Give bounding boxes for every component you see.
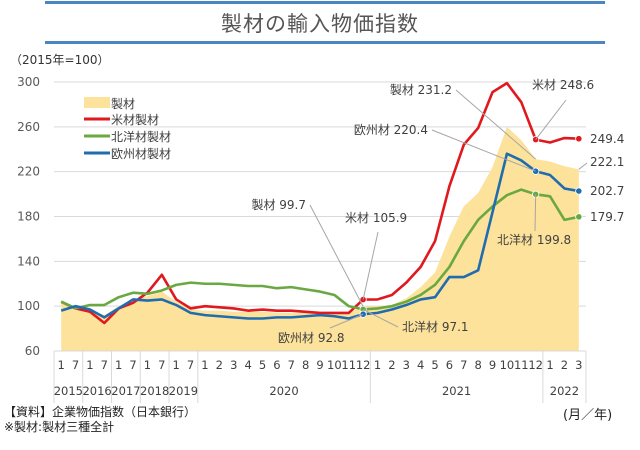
annotation-label: 製材 231.2 <box>390 83 452 97</box>
x-tick-month: 1 <box>546 358 553 372</box>
x-tick-month: 7 <box>72 358 79 372</box>
x-tick-year: 2020 <box>269 384 298 398</box>
x-tick-month: 3 <box>230 358 237 372</box>
data-point-marker <box>359 310 367 318</box>
x-tick-month: 1 <box>115 358 122 372</box>
x-tick-month: 3 <box>575 358 582 372</box>
x-tick-month: 10 <box>500 358 515 372</box>
x-tick-year: 2018 <box>140 384 169 398</box>
annotation-label: 202.7 <box>590 184 624 198</box>
chart-title: 製材の輸入物価指数 <box>221 12 419 36</box>
x-tick-month: 6 <box>273 358 280 372</box>
annotation-leader-line <box>431 129 536 172</box>
annotation-leader-line <box>535 99 567 140</box>
x-tick-month: 2 <box>216 358 223 372</box>
x-tick-month: 7 <box>158 358 165 372</box>
x-tick-month: 12 <box>356 358 371 372</box>
y-tick-label: 260 <box>17 120 40 134</box>
x-tick-month: 11 <box>514 358 529 372</box>
annotation-label: 北洋材 97.1 <box>402 319 469 334</box>
annotation-leader-line <box>309 204 364 307</box>
footnote: ※製材:製材三種全計 <box>4 420 115 434</box>
x-tick-month: 3 <box>403 358 410 372</box>
x-tick-month: 8 <box>302 358 309 372</box>
annotation-leader-line <box>455 89 537 160</box>
x-tick-month: 9 <box>489 358 496 372</box>
x-tick-month: 1 <box>201 358 208 372</box>
title-rule-bottom <box>45 41 605 44</box>
y-tick-label: 220 <box>17 165 40 179</box>
x-tick-year: 2021 <box>442 384 471 398</box>
x-tick-year: 2017 <box>111 384 140 398</box>
annotation-label: 249.4 <box>590 132 624 146</box>
legend-label: 北洋材製材 <box>111 129 171 144</box>
y-tick-label: 180 <box>17 210 40 224</box>
x-tick-month: 7 <box>187 358 194 372</box>
x-tick-month: 5 <box>259 358 266 372</box>
x-tick-year: 2015 <box>54 384 83 398</box>
line-series-1 <box>60 188 580 311</box>
annotation-leader-line <box>362 308 399 328</box>
annotation-label: 222.1 <box>590 155 624 169</box>
x-tick-month: 4 <box>417 358 424 372</box>
annotation-label: 欧州材 220.4 <box>354 123 428 137</box>
y-tick-label: 60 <box>25 344 40 358</box>
data-point-marker <box>575 213 583 221</box>
annotation-label: 欧州材 92.8 <box>278 331 345 345</box>
x-tick-month: 10 <box>327 358 342 372</box>
x-tick-month: 2 <box>388 358 395 372</box>
x-tick-month: 12 <box>528 358 543 372</box>
legend-swatch <box>84 97 110 108</box>
data-point-marker <box>575 187 583 195</box>
y-tick-label: 300 <box>17 75 40 89</box>
x-tick-month: 11 <box>341 358 356 372</box>
x-tick-month: 5 <box>431 358 438 372</box>
x-tick-month: 1 <box>86 358 93 372</box>
data-point-marker <box>575 135 583 143</box>
legend-label: 米材製材 <box>111 113 159 127</box>
x-tick-month: 7 <box>288 358 295 372</box>
legend-label: 製材 <box>111 97 135 111</box>
legend-label: 欧州材製材 <box>111 147 171 161</box>
source-note: 【資料】企業物価指数（日本銀行） <box>4 405 197 419</box>
annotation-label: 北洋材 199.8 <box>497 232 571 247</box>
annotation-label: 製材 99.7 <box>251 198 306 212</box>
annotation-leader-line <box>362 231 379 300</box>
annotation-leader-line <box>534 194 537 232</box>
y-tick-label: 140 <box>17 254 40 268</box>
annotation-label: 米材 105.9 <box>345 211 407 225</box>
x-tick-month: 1 <box>374 358 381 372</box>
x-tick-month: 7 <box>129 358 136 372</box>
annotation-leader-line <box>578 162 588 170</box>
x-tick-month: 6 <box>446 358 453 372</box>
line-series-2 <box>60 152 580 320</box>
x-tick-year: 2022 <box>550 384 579 398</box>
x-unit-label: (月／年) <box>563 408 613 423</box>
area-series-seizai <box>61 126 579 351</box>
x-tick-month: 1 <box>173 358 180 372</box>
x-tick-month: 7 <box>101 358 108 372</box>
annotation-label: 179.7 <box>590 210 624 224</box>
y-unit-label: （2015年=100） <box>10 53 110 67</box>
x-tick-month: 1 <box>144 358 151 372</box>
x-tick-year: 2019 <box>169 384 198 398</box>
x-tick-month: 9 <box>316 358 323 372</box>
x-tick-month: 8 <box>474 358 481 372</box>
x-tick-month: 1 <box>58 358 65 372</box>
x-tick-year: 2016 <box>82 384 111 398</box>
annotation-label: 米材 248.6 <box>532 78 594 92</box>
annotation-leader-line <box>329 313 364 329</box>
x-tick-month: 2 <box>561 358 568 372</box>
title-rule-top <box>45 1 605 4</box>
y-tick-label: 100 <box>17 299 40 313</box>
x-tick-month: 4 <box>244 358 251 372</box>
x-tick-month: 7 <box>460 358 467 372</box>
